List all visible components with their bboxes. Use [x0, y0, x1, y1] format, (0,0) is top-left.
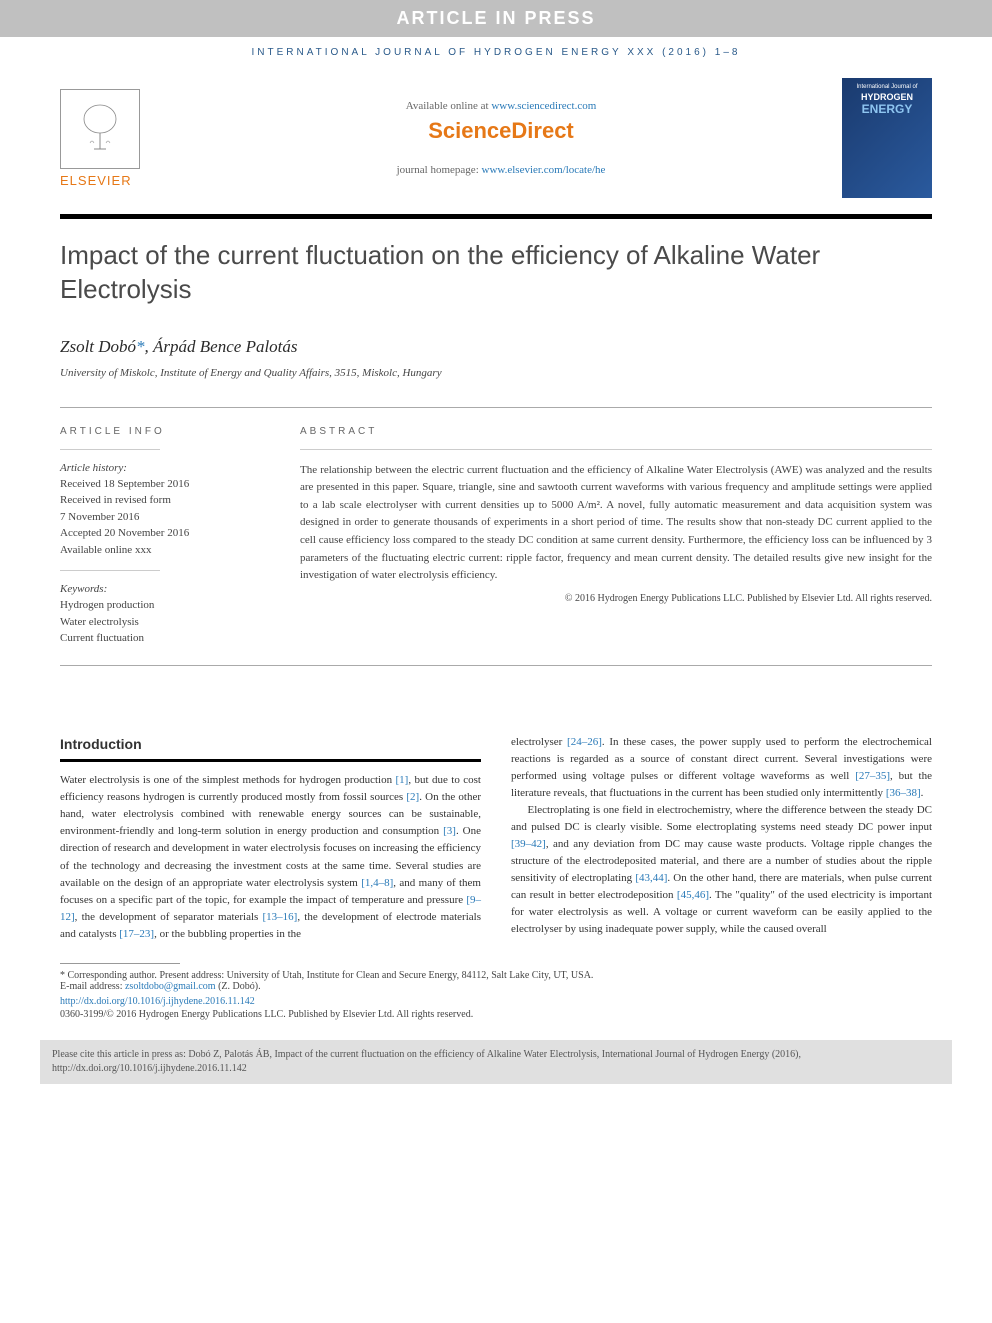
publisher-logo: ELSEVIER	[60, 89, 160, 188]
body-column-left: Introduction Water electrolysis is one o…	[60, 734, 481, 943]
homepage-prefix: journal homepage:	[397, 164, 482, 176]
article-info: ARTICLE INFO Article history: Received 1…	[60, 426, 270, 647]
issn-copyright: 0360-3199/© 2016 Hydrogen Energy Publica…	[60, 1009, 932, 1020]
introduction-heading: Introduction	[60, 734, 481, 756]
homepage-url[interactable]: www.elsevier.com/locate/he	[482, 164, 606, 176]
text-run: , the development of separator materials	[75, 911, 263, 923]
header-center: Available online at www.sciencedirect.co…	[160, 100, 842, 176]
abstract-column: ABSTRACT The relationship between the el…	[300, 426, 932, 647]
citation-link[interactable]: [13–16]	[263, 911, 298, 923]
text-run: electrolyser	[511, 736, 567, 748]
corresponding-author-mark[interactable]: *	[136, 337, 145, 356]
text-run: .	[921, 787, 924, 799]
cover-line2: HYDROGEN	[848, 92, 926, 102]
keyword-2: Water electrolysis	[60, 614, 270, 631]
abstract-heading: ABSTRACT	[300, 426, 932, 437]
cover-line3: ENERGY	[848, 102, 926, 116]
divider	[60, 407, 932, 408]
available-online: Available online at www.sciencedirect.co…	[160, 100, 842, 112]
header-section: ELSEVIER Available online at www.science…	[0, 68, 992, 208]
journal-reference: INTERNATIONAL JOURNAL OF HYDROGEN ENERGY…	[0, 37, 992, 68]
abstract-divider	[300, 449, 932, 450]
body-section: Introduction Water electrolysis is one o…	[0, 684, 992, 963]
citation-link[interactable]: [2]	[406, 791, 419, 803]
article-info-heading: ARTICLE INFO	[60, 426, 270, 437]
abstract-text: The relationship between the electric cu…	[300, 462, 932, 585]
title-block: Impact of the current fluctuation on the…	[0, 219, 992, 389]
email-suffix: (Z. Dobó).	[216, 981, 261, 992]
keywords-label: Keywords:	[60, 583, 270, 595]
email-line: E-mail address: zsoltdobo@gmail.com (Z. …	[60, 981, 932, 992]
citation-link[interactable]: [27–35]	[855, 770, 890, 782]
doi-line: http://dx.doi.org/10.1016/j.ijhydene.201…	[60, 996, 932, 1007]
authors: Zsolt Dobó*, Árpád Bence Palotás	[60, 337, 932, 357]
doi-link[interactable]: http://dx.doi.org/10.1016/j.ijhydene.201…	[60, 996, 255, 1007]
footer-rule	[60, 963, 180, 964]
citation-link[interactable]: [1]	[396, 774, 409, 786]
text-run: Electroplating is one field in electroch…	[511, 804, 932, 833]
keyword-1: Hydrogen production	[60, 597, 270, 614]
citation-link[interactable]: [17–23]	[119, 928, 154, 940]
divider	[60, 665, 932, 666]
text-run: Water electrolysis is one of the simples…	[60, 774, 396, 786]
elsevier-tree-icon	[60, 89, 140, 169]
section-rule	[60, 759, 481, 762]
corr-label: * Corresponding author.	[60, 970, 157, 981]
email-link[interactable]: zsoltdobo@gmail.com	[125, 981, 216, 992]
text-run: , or the bubbling properties in the	[154, 928, 301, 940]
citation-link[interactable]: [3]	[443, 825, 456, 837]
citation-link[interactable]: [45,46]	[677, 889, 709, 901]
accepted-date: Accepted 20 November 2016	[60, 525, 270, 542]
author-sep: ,	[145, 337, 154, 356]
citation-link[interactable]: [36–38]	[886, 787, 921, 799]
citation-link[interactable]: [43,44]	[635, 872, 667, 884]
revised-line1: Received in revised form	[60, 492, 270, 509]
available-prefix: Available online at	[406, 100, 492, 112]
online-date: Available online xxx	[60, 542, 270, 559]
info-divider	[60, 570, 160, 571]
received-date: Received 18 September 2016	[60, 476, 270, 493]
citation-box: Please cite this article in press as: Do…	[40, 1040, 952, 1084]
corr-text: Present address: University of Utah, Ins…	[157, 970, 593, 981]
info-abstract-row: ARTICLE INFO Article history: Received 1…	[0, 426, 992, 647]
body-column-right: electrolyser [24–26]. In these cases, th…	[511, 734, 932, 943]
article-title: Impact of the current fluctuation on the…	[60, 239, 932, 307]
citation-link[interactable]: [24–26]	[567, 736, 602, 748]
corresponding-author-note: * Corresponding author. Present address:…	[60, 970, 932, 981]
publisher-name: ELSEVIER	[60, 173, 160, 188]
article-in-press-banner: ARTICLE IN PRESS	[0, 0, 992, 37]
author-1: Zsolt Dobó	[60, 337, 136, 356]
journal-homepage: journal homepage: www.elsevier.com/locat…	[160, 164, 842, 176]
citation-link[interactable]: [39–42]	[511, 838, 546, 850]
email-label: E-mail address:	[60, 981, 125, 992]
info-divider	[60, 449, 160, 450]
affiliation: University of Miskolc, Institute of Ener…	[60, 367, 932, 379]
abstract-copyright: © 2016 Hydrogen Energy Publications LLC.…	[300, 593, 932, 604]
footer: * Corresponding author. Present address:…	[0, 963, 992, 1030]
history-label: Article history:	[60, 462, 270, 474]
citation-link[interactable]: [1,4–8]	[361, 877, 393, 889]
journal-cover-thumbnail: International Journal of HYDROGEN ENERGY	[842, 78, 932, 198]
sciencedirect-logo: ScienceDirect	[160, 118, 842, 144]
intro-paragraph-1-cont: electrolyser [24–26]. In these cases, th…	[511, 734, 932, 802]
author-2: Árpád Bence Palotás	[153, 337, 297, 356]
intro-paragraph-2: Electroplating is one field in electroch…	[511, 802, 932, 938]
revised-line2: 7 November 2016	[60, 509, 270, 526]
cover-line1: International Journal of	[848, 84, 926, 90]
keyword-3: Current fluctuation	[60, 630, 270, 647]
intro-paragraph-1: Water electrolysis is one of the simples…	[60, 772, 481, 942]
sciencedirect-url[interactable]: www.sciencedirect.com	[491, 100, 596, 112]
